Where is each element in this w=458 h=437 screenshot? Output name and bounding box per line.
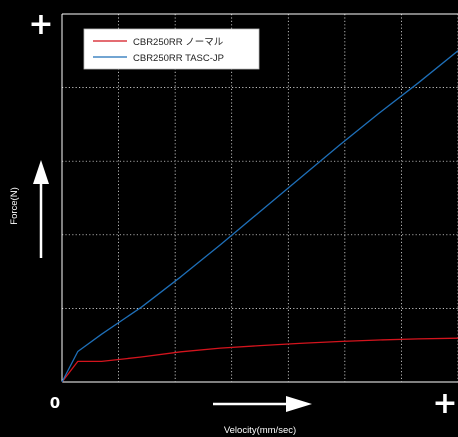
legend-label-tasc: CBR250RR TASC-JP [133,53,224,64]
legend: CBR250RR ノーマル CBR250RR TASC-JP [83,28,260,70]
origin-label: 0 [50,394,60,412]
x-axis-arrow [213,396,312,412]
grid [62,14,458,382]
plot-frame [61,13,458,383]
legend-box [83,28,260,70]
y-axis-label: Force(N) [9,187,20,224]
legend-label-normal: CBR250RR ノーマル [133,37,224,48]
series-line-tasc [61,50,458,383]
y-axis-arrow [33,160,49,258]
x-axis-label: Velocity(mm/sec) [224,425,296,436]
x-max-marker: + [432,386,457,421]
y-max-marker: + [28,7,53,42]
series-line-normal [61,337,458,383]
series-lines [61,50,458,383]
